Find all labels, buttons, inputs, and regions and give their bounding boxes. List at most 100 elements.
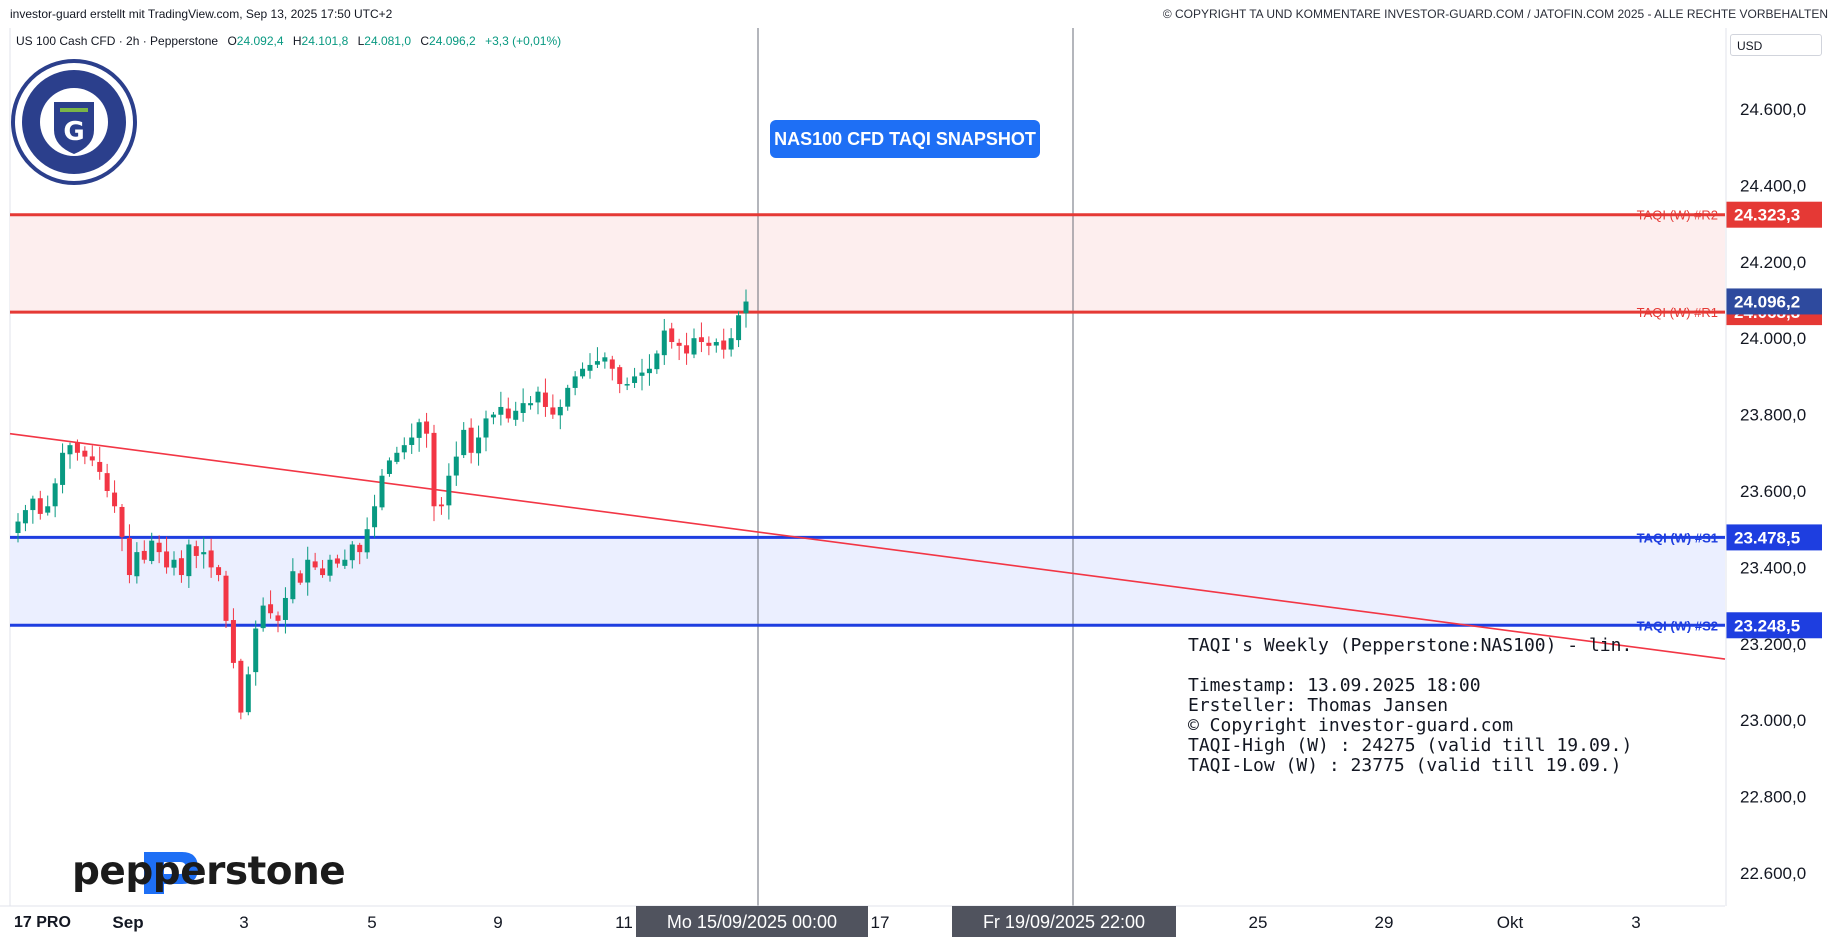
symbol-label: US 100 Cash CFD · 2h · Pepperstone [16, 34, 219, 48]
candle-body [119, 506, 125, 537]
svg-text:G: G [63, 117, 84, 147]
candle-body [149, 540, 155, 562]
x-tick-label: 25 [1249, 913, 1268, 932]
cursor-date-box-2 [952, 906, 1176, 937]
candle-body [45, 506, 51, 513]
candle-body [275, 615, 281, 621]
compliance-badge-icon: G [11, 59, 137, 185]
candle-body [379, 475, 385, 508]
candle-body [490, 414, 496, 418]
currency-selector[interactable]: USD [1730, 34, 1822, 56]
candle-body [297, 573, 303, 583]
candle-body [320, 568, 326, 576]
candle-body [193, 546, 199, 556]
close-value: 24.096,2 [429, 34, 476, 48]
info-copyright: © Copyright investor-guard.com [1188, 715, 1514, 736]
candle-body [386, 460, 392, 474]
candle-body [528, 403, 534, 406]
candle-body [684, 345, 690, 354]
last-price-box [1726, 288, 1822, 315]
candle-body [468, 427, 474, 453]
candle-body [208, 550, 214, 568]
candle-body [164, 551, 170, 568]
pepperstone-logo-icon [144, 852, 198, 894]
taqi-info-box: TAQI's Weekly (Pepperstone:NAS100) - lin… [1188, 636, 1632, 776]
candle-body [178, 558, 184, 576]
candle-body [535, 391, 541, 403]
candle-body [743, 301, 749, 314]
x-tick-label: 29 [1375, 913, 1394, 932]
created-with-text: investor-guard erstellt mit TradingView.… [10, 7, 393, 21]
info-timestamp: Timestamp: 13.09.2025 18:00 [1188, 675, 1481, 696]
candle-body [550, 407, 556, 415]
level-price-box-4 [1726, 612, 1822, 639]
x-tick-label: 3 [1631, 913, 1640, 932]
level-price-label-1: 24.323,3 [1734, 206, 1800, 225]
candle-body [37, 498, 43, 514]
candle-body [587, 364, 593, 371]
candle-body [557, 406, 563, 416]
x-tick-label: 11 [615, 913, 633, 932]
y-tick-label: 22.600,0 [1740, 864, 1806, 883]
candle-body [97, 461, 103, 472]
candle-body [594, 361, 600, 365]
candle-body [253, 628, 259, 673]
candle-body [364, 529, 370, 553]
candle-body [505, 408, 511, 419]
x-tick-label: 5 [367, 913, 376, 932]
y-tick-label: 23.400,0 [1740, 558, 1806, 577]
candle-body [52, 483, 58, 507]
candle-body [691, 338, 697, 355]
candle-body [513, 410, 519, 420]
candle-body [260, 605, 266, 629]
candle-body [201, 552, 207, 555]
candle-body [632, 376, 638, 383]
y-tick-label: 24.200,0 [1740, 253, 1806, 272]
candle-body [580, 368, 586, 377]
candle-body [342, 559, 348, 566]
candle-body [424, 421, 430, 434]
candle-body [498, 406, 504, 415]
candle-body [74, 443, 80, 453]
candle-body [156, 542, 162, 553]
candle-body [290, 571, 296, 600]
candle-body [401, 445, 407, 453]
y-tick-label: 23.600,0 [1740, 482, 1806, 501]
brand-name: pepperstone [72, 849, 346, 894]
candle-body [216, 567, 222, 576]
candle-body [624, 384, 630, 386]
level-price-box-1 [1726, 201, 1822, 228]
close-label: C [420, 34, 430, 48]
x-tick-label: 9 [493, 913, 502, 932]
candle-body [282, 597, 288, 620]
copyright-text: © COPYRIGHT TA UND KOMMENTARE INVESTOR-G… [1162, 7, 1828, 21]
candle-body [60, 452, 66, 485]
candle-body [572, 376, 578, 388]
y-tick-label: 23.200,0 [1740, 635, 1806, 654]
candle-body [268, 604, 274, 614]
low-label: L [357, 34, 365, 48]
level-price-label-3: 23.478,5 [1734, 528, 1800, 547]
candle-body [134, 552, 140, 577]
candle-body [22, 510, 28, 524]
candle-body [15, 521, 21, 534]
level-price-box-3 [1726, 524, 1822, 551]
candle-body [609, 359, 615, 369]
candle-body [431, 432, 437, 507]
candle-body [409, 437, 415, 445]
candle-body [230, 620, 236, 663]
cursor-date-box-1 [636, 906, 868, 937]
candle-body [728, 338, 734, 350]
candle-body [661, 330, 667, 356]
candle-body [698, 337, 704, 343]
level-name-3: TAQI (W) #S1 [1637, 530, 1718, 545]
candle-body [453, 456, 459, 476]
candle-body [520, 403, 526, 413]
candle-body [721, 340, 727, 350]
y-tick-label: 23.000,0 [1740, 711, 1806, 730]
candle-body [713, 342, 719, 346]
x-axis-background [0, 906, 1828, 937]
candle-body [476, 437, 482, 454]
